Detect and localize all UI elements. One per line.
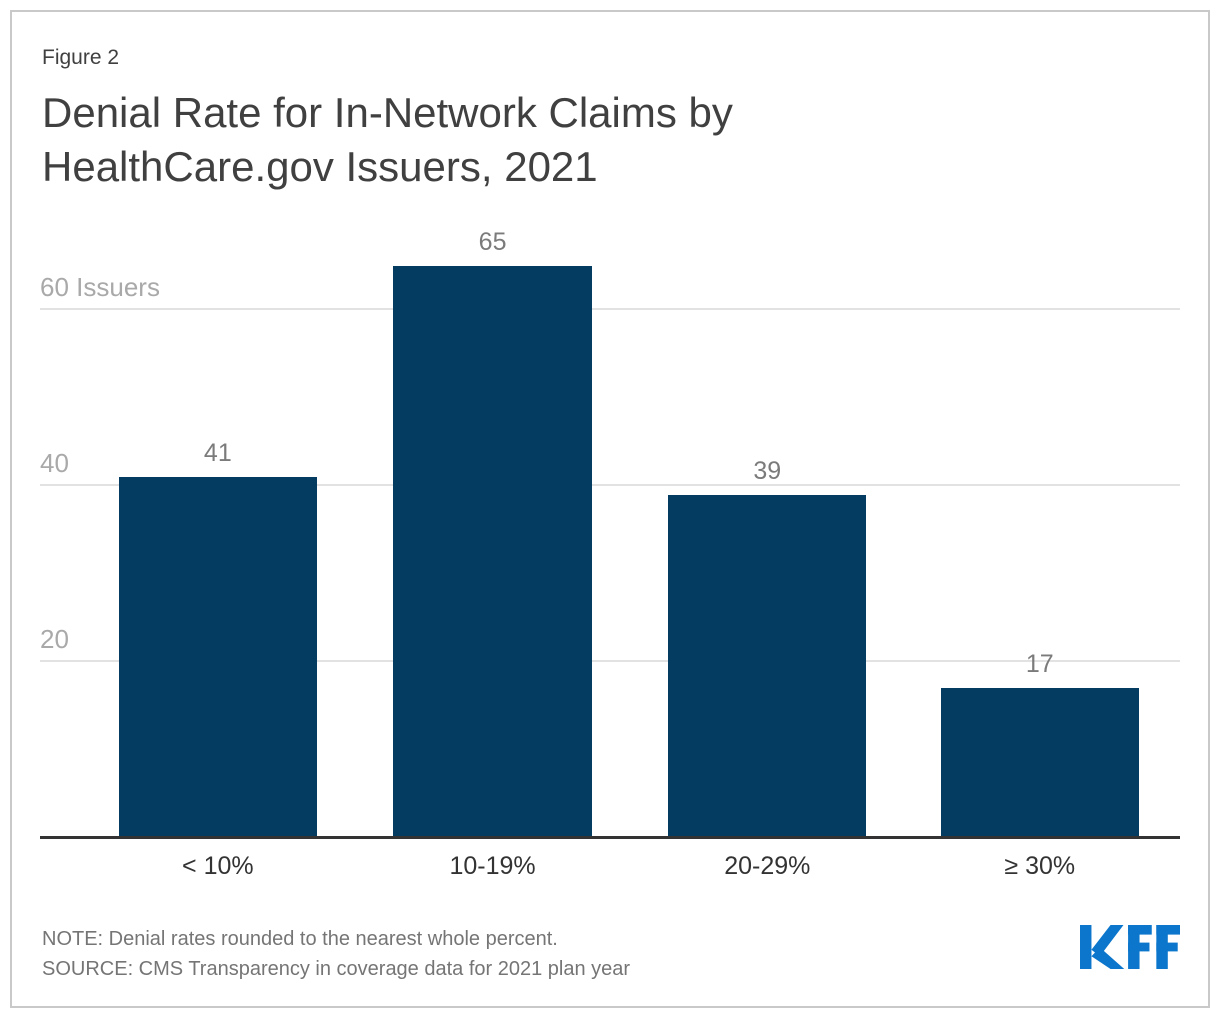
bar-value-label: 65 — [478, 228, 507, 256]
x-axis-category-label: < 10% — [182, 852, 254, 880]
bar-value-label: 41 — [203, 439, 232, 468]
bar-value-label: 17 — [1025, 650, 1054, 679]
y-axis-tick-label: 60 Issuers — [40, 272, 160, 302]
x-axis-category-label: 20-29% — [724, 852, 811, 880]
note-text: NOTE: Denial rates rounded to the neares… — [42, 928, 558, 950]
chart-title-line1: Denial Rate for In-Network Claims by — [42, 89, 733, 136]
chart-title-line2: HealthCare.gov Issuers, 2021 — [42, 143, 598, 190]
gridline — [40, 308, 1180, 310]
x-axis-category-label: 10-19% — [449, 852, 536, 880]
bar-value-label: 39 — [753, 456, 782, 485]
kff-logo-icon — [1080, 925, 1180, 969]
x-axis-line — [40, 836, 1180, 839]
gridline — [40, 660, 1180, 662]
bar — [668, 494, 867, 838]
figure-label: Figure 2 — [42, 46, 120, 69]
y-axis-tick-label: 40 — [40, 448, 69, 479]
chart-title: Denial Rate for In-Network Claims by Hea… — [42, 86, 733, 194]
bar — [118, 477, 318, 838]
x-axis-category-label: ≥ 30% — [1004, 852, 1076, 880]
footer-notes: NOTE: Denial rates rounded to the neares… — [42, 924, 630, 984]
bar — [393, 266, 592, 838]
source-text: SOURCE: CMS Transparency in coverage dat… — [42, 958, 631, 980]
bar — [940, 688, 1139, 838]
y-axis-tick-label: 20 — [40, 624, 69, 655]
kff-logo — [1080, 925, 1180, 974]
gridline — [40, 484, 1180, 486]
x-axis-labels: < 10% 10-19% 20-29% ≥ 30% — [40, 852, 1180, 886]
bar-chart: 20 40 60 Issuers 41 65 39 17 — [40, 222, 1180, 838]
